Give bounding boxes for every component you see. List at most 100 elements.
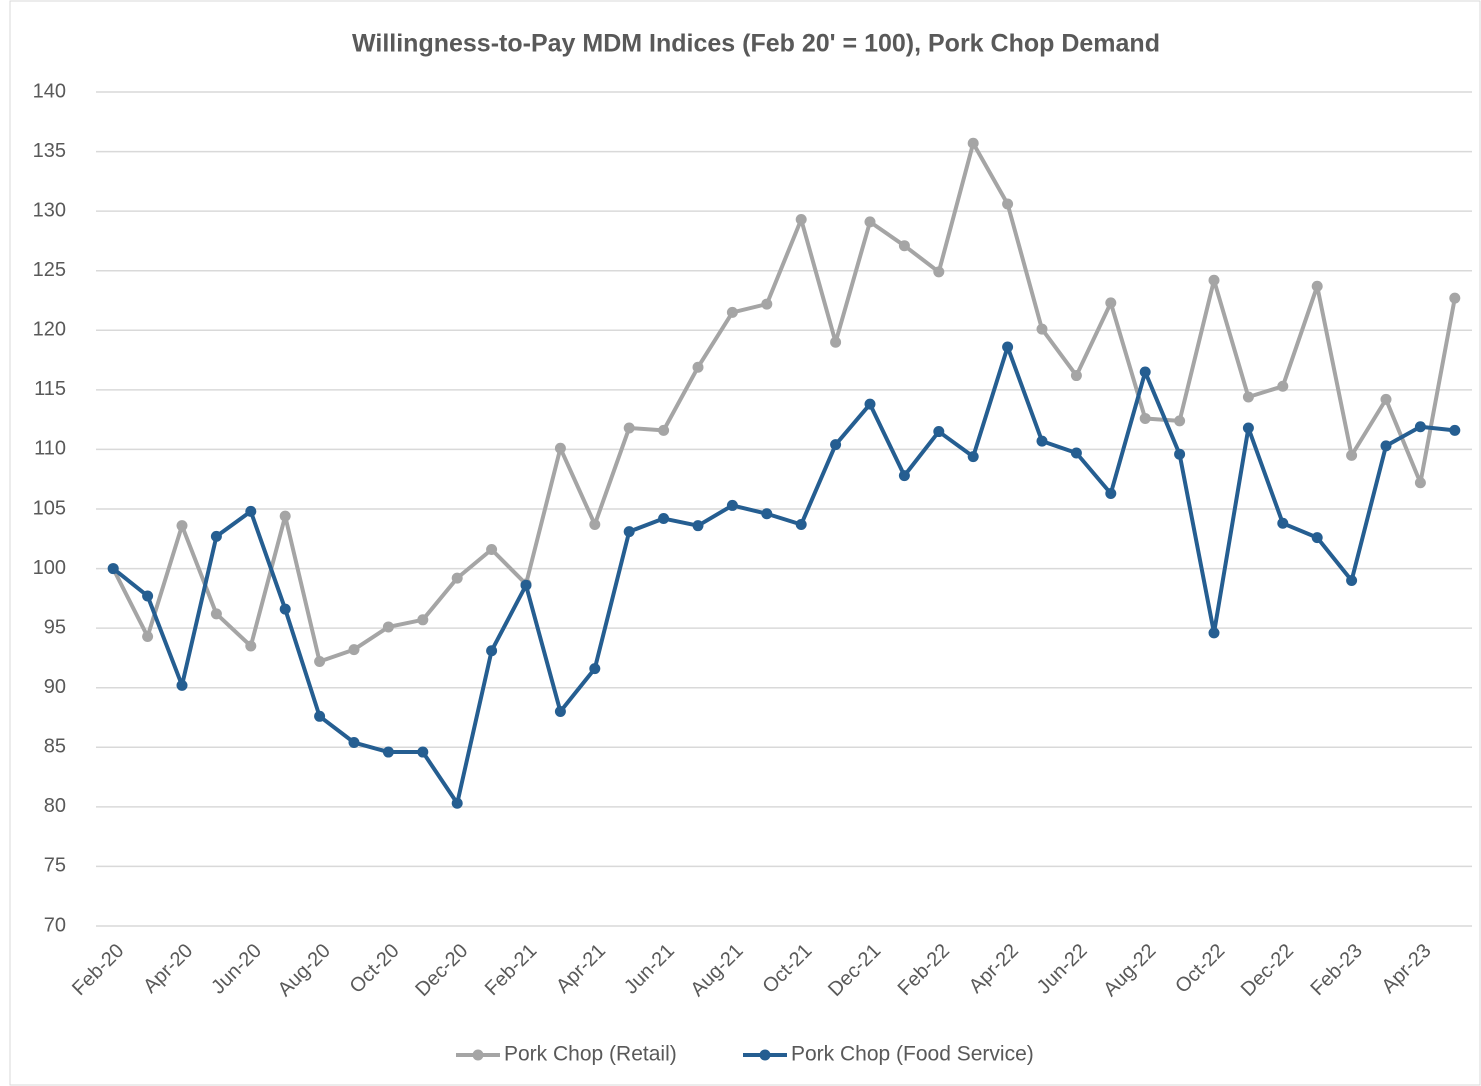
y-tick-label: 105 [33, 497, 66, 519]
data-point [967, 451, 979, 463]
y-tick-label: 100 [33, 557, 66, 579]
data-point [107, 563, 119, 575]
data-point [1070, 447, 1082, 459]
y-tick-label: 130 [33, 199, 66, 221]
y-tick-label: 85 [44, 736, 66, 758]
data-point [1139, 366, 1151, 378]
y-tick-label: 120 [33, 319, 66, 341]
data-point [623, 526, 635, 538]
data-point [658, 513, 670, 525]
data-point [176, 679, 188, 691]
data-point [245, 640, 257, 652]
data-point [245, 505, 257, 517]
y-tick-label: 90 [44, 676, 66, 698]
y-tick-label: 110 [34, 438, 66, 460]
y-tick-label: 80 [44, 795, 66, 817]
data-point [1380, 440, 1392, 452]
data-point [933, 266, 945, 278]
data-point [1174, 415, 1186, 427]
data-point [210, 608, 222, 620]
data-point [1380, 393, 1392, 405]
data-point [658, 424, 670, 436]
legend-label: Pork Chop (Food Service) [791, 1043, 1034, 1066]
data-point [314, 710, 326, 722]
data-point [554, 706, 566, 718]
data-point [726, 499, 738, 511]
data-point [382, 621, 394, 633]
data-point [761, 298, 773, 310]
data-point [279, 603, 291, 615]
data-point [898, 240, 910, 252]
data-point [692, 361, 704, 373]
data-point [451, 797, 463, 809]
y-tick-label: 135 [33, 140, 66, 162]
data-point [1105, 297, 1117, 309]
chart-title: Willingness-to-Pay MDM Indices (Feb 20' … [352, 30, 1160, 58]
data-point [142, 630, 154, 642]
data-point [1002, 341, 1014, 353]
legend-marker [759, 1049, 771, 1061]
data-point [348, 644, 360, 656]
data-point [589, 663, 601, 675]
y-tick-label: 115 [34, 378, 66, 400]
data-point [417, 746, 429, 758]
data-point [795, 213, 807, 225]
legend-label: Pork Chop (Retail) [504, 1043, 677, 1066]
data-point [795, 518, 807, 530]
y-tick-label: 95 [44, 616, 66, 638]
data-point [554, 442, 566, 454]
data-point [486, 645, 498, 657]
data-point [933, 426, 945, 438]
data-point [1105, 488, 1117, 500]
series-line [111, 141, 1457, 664]
data-point [1036, 435, 1048, 447]
data-point [1414, 477, 1426, 489]
y-tick-label: 75 [44, 855, 66, 877]
y-tick-label: 140 [33, 80, 66, 102]
data-point [1036, 323, 1048, 335]
data-point [1208, 627, 1220, 639]
data-point [382, 746, 394, 758]
data-point [314, 656, 326, 668]
data-point [1414, 421, 1426, 433]
data-point [417, 614, 429, 626]
data-point [1139, 412, 1151, 424]
data-point [623, 422, 635, 434]
data-point [589, 518, 601, 530]
data-point [1174, 448, 1186, 460]
chart-border [9, 0, 1481, 1086]
data-point [142, 590, 154, 602]
data-point [692, 520, 704, 532]
data-point [1449, 292, 1461, 304]
y-tick-label: 125 [33, 259, 66, 281]
data-point [279, 510, 291, 522]
data-point [1346, 574, 1358, 586]
data-point [210, 530, 222, 542]
data-point [1277, 380, 1289, 392]
data-point [830, 439, 842, 451]
data-point [1277, 517, 1289, 529]
data-point [1242, 391, 1254, 403]
data-point [864, 216, 876, 228]
data-point [830, 336, 842, 348]
data-point [1242, 422, 1254, 434]
data-point [520, 579, 532, 591]
data-point [898, 470, 910, 482]
data-point [486, 544, 498, 556]
data-point [1346, 449, 1358, 461]
data-point [1449, 424, 1461, 436]
data-point [1002, 198, 1014, 210]
data-point [348, 737, 360, 749]
data-point [967, 137, 979, 149]
data-point [176, 520, 188, 532]
series-line [111, 344, 1456, 806]
data-point [1208, 274, 1220, 286]
data-point [761, 508, 773, 520]
data-point [1311, 280, 1323, 292]
data-point [726, 306, 738, 318]
y-tick-label: 70 [44, 914, 66, 936]
data-point [1311, 532, 1323, 544]
legend-marker [472, 1049, 484, 1061]
data-point [451, 572, 463, 584]
